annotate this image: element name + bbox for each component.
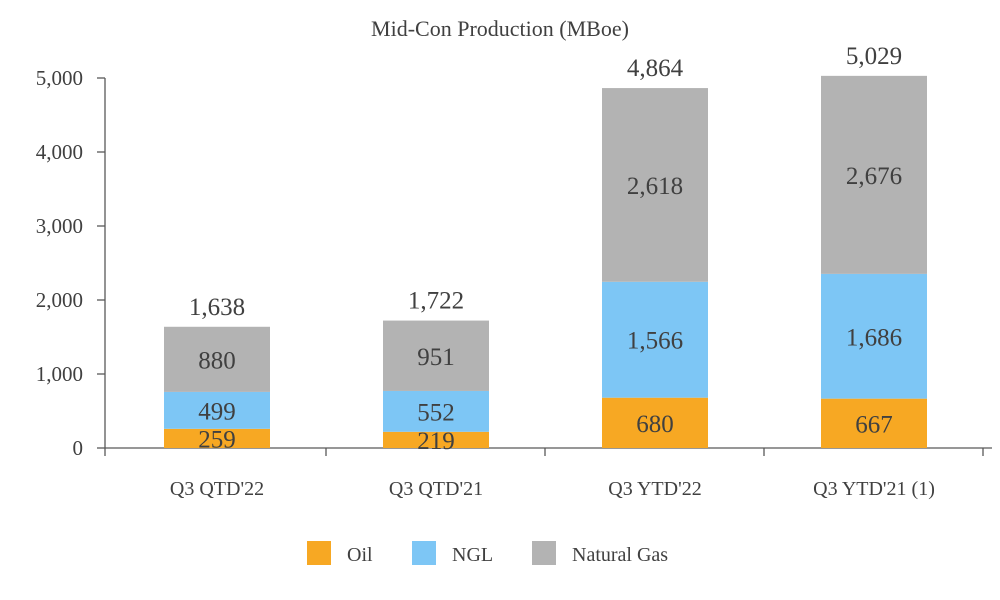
x-tick-label: Q3 QTD'21	[389, 478, 483, 500]
data-label: 552	[417, 399, 455, 426]
y-tick-label: 3,000	[36, 214, 83, 238]
total-label: 1,722	[408, 288, 464, 315]
legend-swatch	[307, 541, 331, 565]
bar-segment-oil	[602, 397, 708, 448]
data-label: 1,566	[627, 328, 683, 355]
total-label: 1,638	[189, 294, 245, 321]
x-tick-label: Q3 YTD'21 (1)	[813, 478, 935, 500]
x-tick-label: Q3 QTD'22	[170, 478, 264, 500]
data-label: 667	[855, 411, 893, 438]
data-label: 880	[198, 347, 236, 374]
chart-title: Mid-Con Production (MBoe)	[371, 16, 629, 41]
bar-segment-natural-gas	[164, 326, 270, 392]
y-tick-label: 0	[73, 436, 84, 460]
bar-segment-natural-gas	[821, 75, 927, 274]
bar-segment-ngl	[383, 390, 489, 432]
y-tick-label: 5,000	[36, 66, 83, 90]
axes: 0 1,000 2,000 3,000 4,000 5,000 Q3 QTD'22 Q3 QT…	[36, 66, 992, 500]
bar-segment-natural-gas	[383, 320, 489, 391]
bar-segment-oil	[821, 398, 927, 448]
data-label: 951	[417, 344, 455, 371]
data-label: 259	[198, 426, 236, 453]
y-tick-label: 2,000	[36, 288, 83, 312]
bar-segment-natural-gas	[602, 88, 708, 282]
data-label: 219	[417, 428, 455, 455]
data-label: 1,686	[846, 324, 902, 351]
data-label: 680	[636, 411, 674, 438]
legend-label: Natural Gas	[572, 544, 668, 566]
y-tick-label: 4,000	[36, 140, 83, 164]
data-label: 2,618	[627, 173, 683, 200]
bar-segment-ngl	[821, 273, 927, 399]
total-label: 4,864	[627, 55, 684, 82]
bar-segment-oil	[164, 428, 270, 448]
y-tick-label: 1,000	[36, 362, 83, 386]
legend-label: NGL	[452, 544, 493, 566]
legend: Oil NGL Natural Gas	[307, 541, 668, 566]
legend-swatch	[532, 541, 556, 565]
bar-segment-oil	[383, 431, 489, 448]
legend-label: Oil	[347, 544, 373, 566]
total-label: 5,029	[846, 43, 902, 70]
data-label: 499	[198, 398, 236, 425]
x-tick-label: Q3 YTD'22	[608, 478, 701, 500]
bar-segment-ngl	[602, 281, 708, 398]
data-label: 2,676	[846, 163, 902, 190]
bar-segment-ngl	[164, 391, 270, 429]
legend-swatch	[412, 541, 436, 565]
